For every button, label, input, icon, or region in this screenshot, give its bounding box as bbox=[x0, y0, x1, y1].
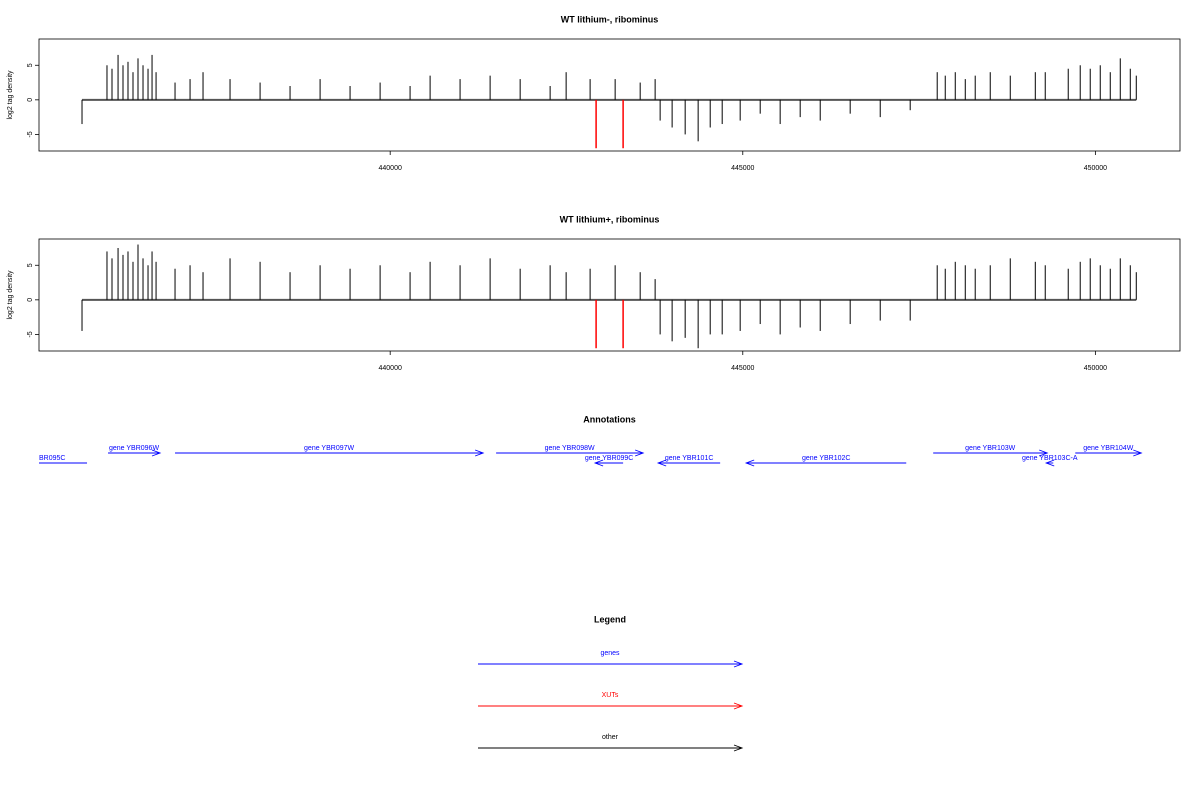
gene-arrow-head bbox=[1133, 449, 1143, 457]
legend-label: genes bbox=[600, 650, 620, 657]
gene-label: gene YBR103W bbox=[965, 445, 1015, 452]
gene-label: gene YBR096W bbox=[109, 445, 159, 452]
legend-arrow-head bbox=[733, 702, 744, 710]
gene-arrow-head bbox=[593, 459, 604, 467]
plot-frame bbox=[38, 238, 1181, 352]
x-tick-label: 450000 bbox=[1084, 365, 1107, 372]
legend-title: Legend bbox=[594, 614, 626, 624]
gene-label: gene YBR098W bbox=[545, 445, 595, 452]
gene-label: BR095C bbox=[39, 455, 65, 462]
x-tick-label: 440000 bbox=[379, 365, 402, 372]
gene-label: gene YBR099C bbox=[585, 455, 634, 462]
panel-title: WT lithium-, ribominus bbox=[561, 14, 659, 24]
gene-arrow-head bbox=[151, 449, 162, 457]
plot-frame bbox=[38, 38, 1181, 152]
gene-arrow-head bbox=[744, 459, 755, 467]
legend-arrow-head bbox=[733, 660, 744, 668]
x-tick-label: 445000 bbox=[731, 365, 754, 372]
y-tick-label: -5 bbox=[27, 131, 34, 137]
gene-label: gene YBR097W bbox=[304, 445, 354, 452]
gene-label: gene YBR101C bbox=[665, 455, 714, 462]
y-tick-label: 5 bbox=[27, 263, 34, 267]
y-axis-label: log2 tag density bbox=[7, 70, 14, 120]
gene-label: gene YBR102C bbox=[802, 455, 851, 462]
y-tick-label: 0 bbox=[27, 298, 34, 302]
gene-arrow-head bbox=[474, 449, 485, 457]
legend-label: XUTs bbox=[602, 692, 619, 699]
gene-arrow-head bbox=[634, 449, 645, 457]
y-tick-label: 0 bbox=[27, 98, 34, 102]
y-axis-label: log2 tag density bbox=[7, 270, 14, 320]
y-tick-label: -5 bbox=[27, 331, 34, 337]
annotations-title: Annotations bbox=[583, 414, 636, 424]
legend-label: other bbox=[602, 734, 619, 741]
x-tick-label: 440000 bbox=[379, 165, 402, 172]
gene-label: gene YBR104W bbox=[1083, 445, 1133, 452]
gene-label: gene YBR103C-A bbox=[1022, 455, 1078, 462]
x-tick-label: 445000 bbox=[731, 165, 754, 172]
y-tick-label: 5 bbox=[27, 63, 34, 67]
x-tick-label: 450000 bbox=[1084, 165, 1107, 172]
gene-arrow-head bbox=[656, 459, 667, 467]
gene-arrow-head bbox=[1039, 449, 1049, 457]
panel-title: WT lithium+, ribominus bbox=[560, 214, 660, 224]
legend-arrow-head bbox=[733, 744, 744, 752]
gene-arrow-head bbox=[1044, 459, 1055, 467]
